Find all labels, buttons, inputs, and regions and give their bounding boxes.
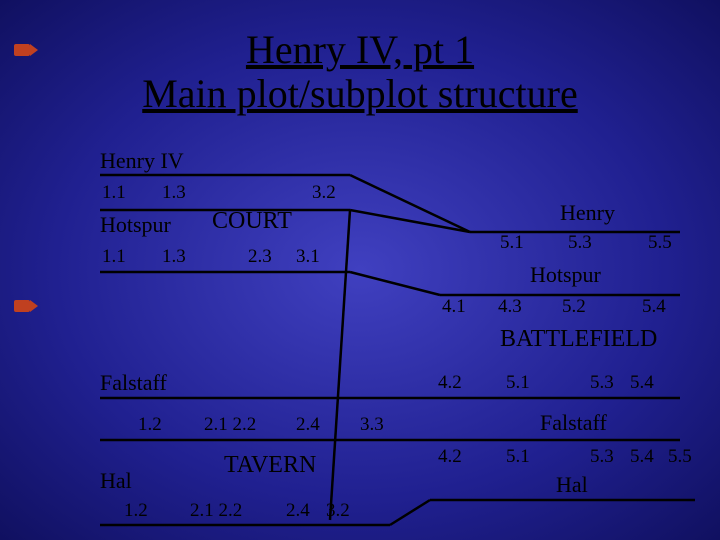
label-henry-iv: Henry IV xyxy=(100,148,184,174)
scene-fal-33: 3.3 xyxy=(360,414,384,436)
label-falstaff-left: Falstaff xyxy=(100,370,167,396)
page-title: Henry IV, pt 1 Main plot/subplot structu… xyxy=(0,28,720,116)
scene-hal-32: 3.2 xyxy=(326,500,350,522)
scene-hot-11: 1.1 xyxy=(102,246,126,268)
title-line-2: Main plot/subplot structure xyxy=(142,71,578,116)
scene-hot-13: 1.3 xyxy=(162,246,186,268)
scene-fal-2122: 2.1 2.2 xyxy=(204,414,256,436)
region-court: COURT xyxy=(212,208,292,235)
bullet-mid-left xyxy=(14,300,30,312)
scene-halr-51: 5.1 xyxy=(506,446,530,468)
scene-falr-51: 5.1 xyxy=(506,372,530,394)
scene-halr-42: 4.2 xyxy=(438,446,462,468)
label-hotspur-right: Hotspur xyxy=(530,262,601,288)
scene-falr-54: 5.4 xyxy=(630,372,654,394)
scene-hiv-11: 1.1 xyxy=(102,182,126,204)
scene-hiv-13: 1.3 xyxy=(162,182,186,204)
label-hal-right: Hal xyxy=(556,472,588,498)
scene-falr-53: 5.3 xyxy=(590,372,614,394)
scene-hot-23: 2.3 xyxy=(248,246,272,268)
title-line-1: Henry IV, pt 1 xyxy=(246,27,474,72)
label-henry-right: Henry xyxy=(560,200,615,226)
region-battlefield: BATTLEFIELD xyxy=(500,326,657,353)
scene-hot-31: 3.1 xyxy=(296,246,320,268)
scene-falr-42: 4.2 xyxy=(438,372,462,394)
scene-henry-51: 5.1 xyxy=(500,232,524,254)
scene-fal-12: 1.2 xyxy=(138,414,162,436)
scene-halr-53: 5.3 xyxy=(590,446,614,468)
scene-henry-55: 5.5 xyxy=(648,232,672,254)
scene-halr-54: 5.4 xyxy=(630,446,654,468)
scene-hal-2122: 2.1 2.2 xyxy=(190,500,242,522)
scene-henry-53: 5.3 xyxy=(568,232,592,254)
label-hal-left: Hal xyxy=(100,468,132,494)
scene-hal-12: 1.2 xyxy=(124,500,148,522)
scene-halr-55: 5.5 xyxy=(668,446,692,468)
scene-fal-24: 2.4 xyxy=(296,414,320,436)
scene-hal-24: 2.4 xyxy=(286,500,310,522)
scene-hotr-43: 4.3 xyxy=(498,296,522,318)
scene-hiv-32: 3.2 xyxy=(312,182,336,204)
label-falstaff-right: Falstaff xyxy=(540,410,607,436)
scene-hotr-41: 4.1 xyxy=(442,296,466,318)
scene-hotr-52: 5.2 xyxy=(562,296,586,318)
label-hotspur-left: Hotspur xyxy=(100,212,171,238)
scene-hotr-54: 5.4 xyxy=(642,296,666,318)
region-tavern: TAVERN xyxy=(224,452,316,479)
